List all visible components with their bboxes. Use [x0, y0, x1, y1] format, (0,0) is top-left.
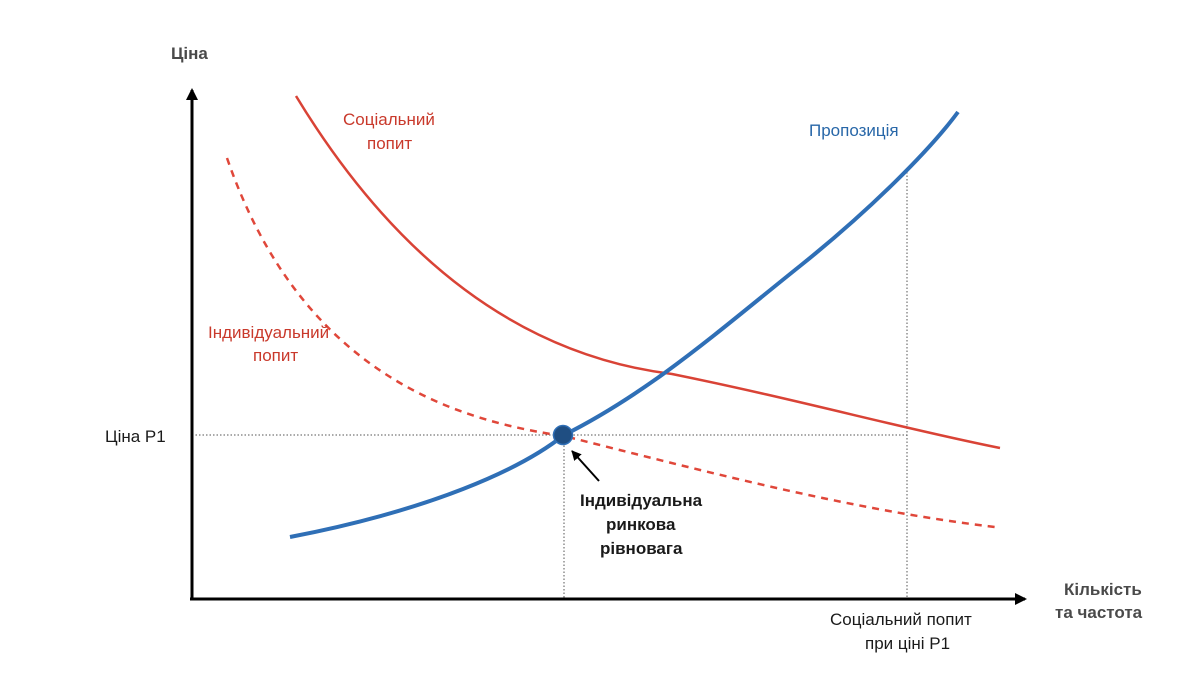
- x-axis-label-line2: та частота: [1055, 603, 1143, 622]
- equilibrium-point: [552, 424, 574, 446]
- x-axis-label-line1: Кількість: [1064, 580, 1142, 599]
- supply-curve: [289, 110, 960, 539]
- price-p1-label: Ціна P1: [105, 427, 166, 446]
- equilibrium-label-line2: ринкова: [606, 515, 676, 534]
- individual-demand-label-line2: попит: [253, 346, 298, 365]
- social-quantity-label-line1: Соціальний попит: [830, 610, 972, 629]
- equilibrium-label-line3: рівновага: [600, 539, 683, 558]
- y-axis-label: Ціна: [171, 44, 208, 63]
- equilibrium-pointer-arrow: [571, 450, 600, 482]
- social-quantity-label-line2: при ціні P1: [865, 634, 950, 653]
- social-demand-label-line1: Соціальний: [343, 110, 435, 129]
- individual-demand-curve: [225, 157, 996, 529]
- social-demand-label-line2: попит: [367, 134, 412, 153]
- equilibrium-label-line1: Індивідуальна: [580, 491, 703, 510]
- individual-demand-label-line1: Індивідуальний: [208, 323, 329, 342]
- supply-label: Пропозиція: [809, 121, 899, 140]
- social-demand-curve: [294, 95, 1001, 450]
